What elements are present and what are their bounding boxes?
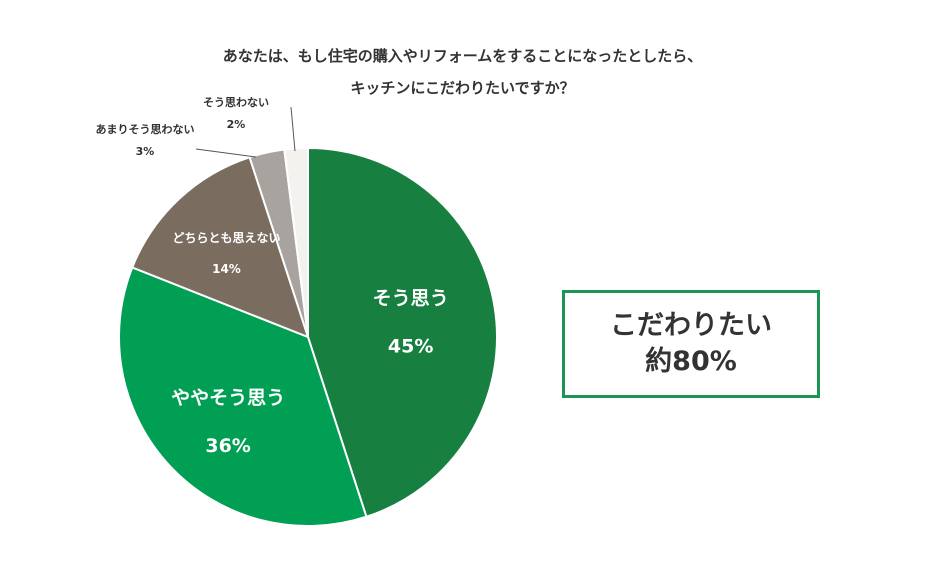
slice-labels: そう思う 45% ややそう思う 36% どちらとも思えない 14% あまりそう思わない 3% そ… <box>96 96 449 457</box>
pie-slices <box>118 146 498 527</box>
summary-callout-line-1: こだわりたい <box>610 310 772 341</box>
leader-lines <box>195 106 296 158</box>
chart-title-line-1: あなたは、もし住宅の購入やリフォームをすることになったとしたら、 <box>222 47 703 65</box>
slice-label-1: そう思う <box>373 288 449 310</box>
slice-value-label-3: 14% <box>212 262 241 276</box>
leader-line-5 <box>290 106 296 152</box>
slice-value-label-4: 3% <box>136 145 155 158</box>
slice-value-label-2: 36% <box>205 435 250 457</box>
slice-label-5: そう思わない <box>203 96 269 109</box>
slice-label-4: あまりそう思わない <box>96 123 195 136</box>
summary-callout-line-2: 約80% <box>645 346 737 377</box>
pie-slice-5 <box>283 146 309 338</box>
leader-line-4 <box>195 148 257 158</box>
slice-value-label-1: 45% <box>388 336 433 358</box>
slice-label-3: どちらとも思えない <box>172 231 280 245</box>
slice-label-2: ややそう思う <box>171 387 285 409</box>
slice-value-label-5: 2% <box>227 118 246 131</box>
pie-slice-1 <box>307 146 498 519</box>
pie-slice-2 <box>118 266 368 527</box>
chart-title-line-2: キッチンにこだわりたいですか？ <box>350 79 575 97</box>
summary-callout-box: こだわりたい 約80% <box>562 290 820 398</box>
